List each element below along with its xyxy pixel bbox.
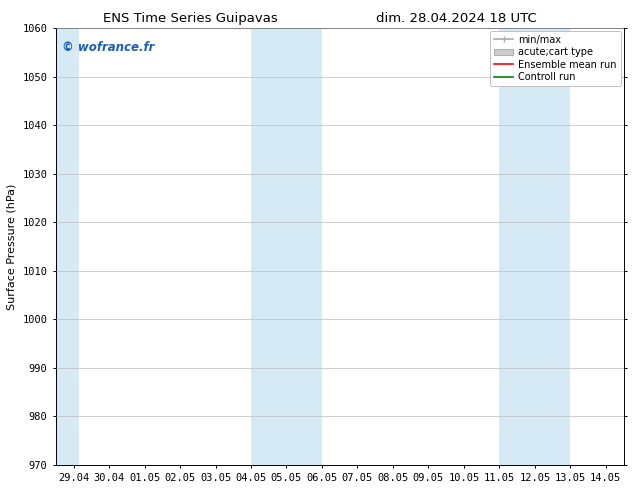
Y-axis label: Surface Pressure (hPa): Surface Pressure (hPa) (7, 183, 17, 310)
Text: dim. 28.04.2024 18 UTC: dim. 28.04.2024 18 UTC (376, 12, 537, 25)
Bar (251, 28, 322, 465)
Text: ENS Time Series Guipavas: ENS Time Series Guipavas (103, 12, 278, 25)
Bar (500, 28, 571, 465)
Bar (56, 28, 79, 465)
Legend: min/max, acute;cart type, Ensemble mean run, Controll run: min/max, acute;cart type, Ensemble mean … (490, 31, 621, 86)
Text: © wofrance.fr: © wofrance.fr (61, 41, 154, 54)
